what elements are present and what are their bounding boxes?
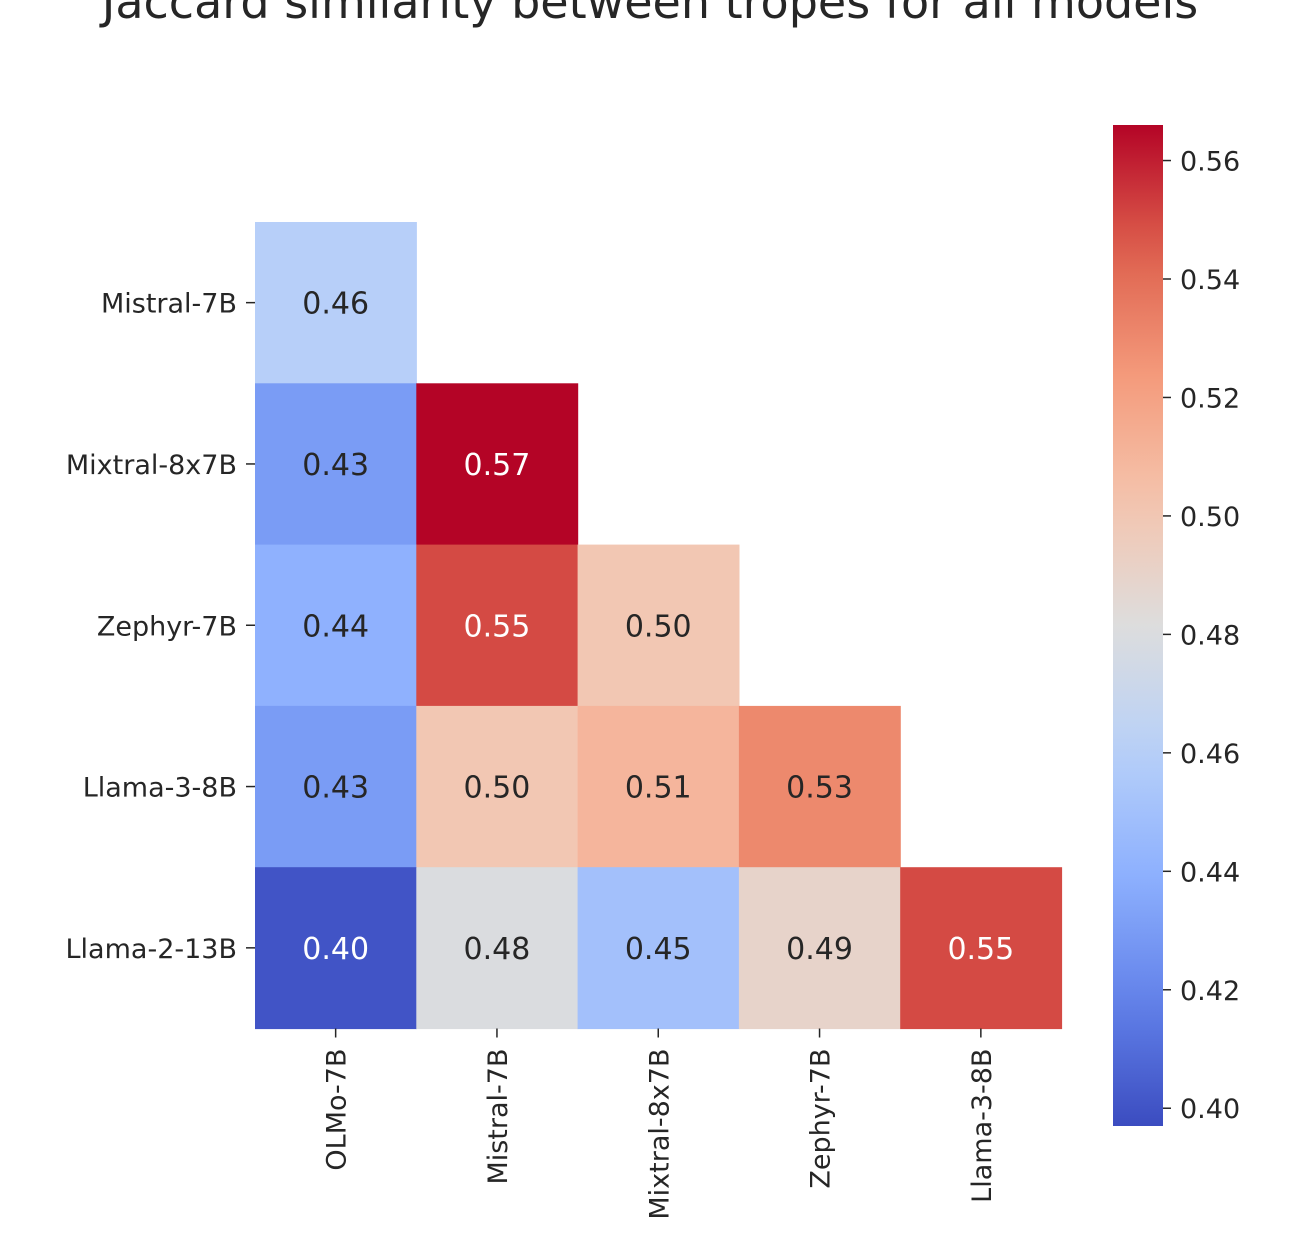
colorbar-tick-label: 0.40 [1180, 1094, 1240, 1125]
row-label: Mixtral-8x7B [66, 450, 237, 481]
colorbar-tick-label: 0.44 [1180, 857, 1240, 888]
column-labels: OLMo-7B Mistral-7B Mixtral-8x7B Zephyr-7B Ll… [322, 1028, 998, 1220]
colorbar-tick-label: 0.46 [1180, 739, 1240, 770]
heatmap-cell [416, 867, 579, 1030]
column-label: OLMo-7B [322, 1049, 353, 1171]
cell-value-label: 0.40 [302, 932, 369, 967]
colorbar-tick-label: 0.56 [1180, 147, 1240, 178]
heatmap-cell [900, 867, 1063, 1030]
heatmap-cell [577, 867, 740, 1030]
cell-value-label: 0.55 [464, 609, 531, 644]
row-label: Zephyr-7B [97, 611, 237, 642]
heatmap-cell [255, 383, 417, 546]
cell-value-label: 0.53 [786, 771, 853, 806]
column-label: Mistral-7B [483, 1049, 514, 1185]
heatmap-cell [255, 222, 417, 384]
colorbar-gradient [1113, 125, 1163, 1126]
cell-value-label: 0.44 [302, 609, 369, 644]
heatmap-cell [416, 383, 579, 546]
colorbar: 0.40 0.42 0.44 0.46 0.48 0.50 0.52 0.54 0.56 [1113, 125, 1240, 1126]
row-labels: Mistral-7B Mixtral-8x7B Zephyr-7B Llama-3-8… [66, 289, 255, 965]
heatmap-cell [416, 705, 579, 868]
heatmap-cell [416, 544, 579, 707]
heatmap-cell [577, 544, 740, 707]
chart-title: Jaccard similarity between tropes for al… [99, 0, 1198, 29]
cell-value-label: 0.45 [625, 932, 692, 967]
colorbar-tick-label: 0.54 [1180, 265, 1240, 296]
cell-value-label: 0.49 [786, 932, 853, 967]
colorbar-tick-label: 0.48 [1180, 620, 1240, 651]
cell-value-label: 0.51 [625, 771, 692, 806]
column-label: Mixtral-8x7B [644, 1049, 675, 1220]
cell-value-label: 0.46 [302, 287, 369, 322]
colorbar-tick-label: 0.52 [1180, 383, 1240, 414]
heatmap-cell [255, 544, 417, 707]
cell-value-label: 0.43 [302, 448, 369, 483]
column-label: Zephyr-7B [806, 1049, 837, 1189]
colorbar-tick-label: 0.42 [1180, 976, 1240, 1007]
heatmap-cell [738, 705, 901, 868]
cell-value-label: 0.55 [947, 932, 1014, 967]
cell-value-label: 0.48 [464, 932, 531, 967]
heatmap-cell [738, 867, 901, 1030]
cell-value-label: 0.57 [464, 448, 531, 483]
row-label: Llama-3-8B [83, 773, 237, 804]
heatmap-cells: 0.46 0.43 0.57 0.44 0.55 0.50 0.43 0.50 0.51 0.53… [255, 222, 1063, 1030]
row-label: Llama-2-13B [66, 934, 237, 965]
row-label: Mistral-7B [101, 289, 237, 320]
heatmap-cell [577, 705, 740, 868]
cell-value-label: 0.43 [302, 771, 369, 806]
cell-value-label: 0.50 [625, 609, 692, 644]
column-label: Llama-3-8B [967, 1049, 998, 1203]
colorbar-tick-label: 0.50 [1180, 502, 1240, 533]
heatmap-cell [255, 705, 417, 868]
heatmap-cell [255, 867, 417, 1030]
cell-value-label: 0.50 [464, 771, 531, 806]
